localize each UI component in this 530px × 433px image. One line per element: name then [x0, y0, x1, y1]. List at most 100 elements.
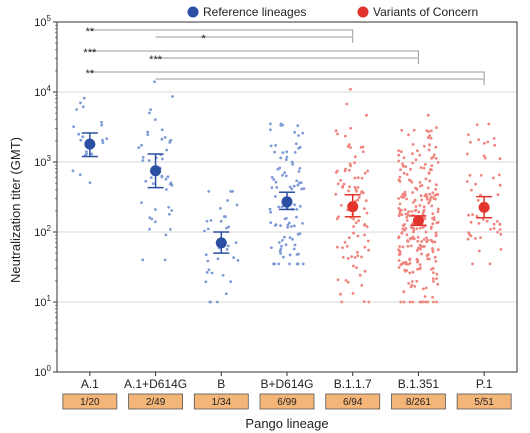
data-point	[425, 236, 428, 240]
data-point	[346, 257, 350, 260]
data-point	[365, 211, 369, 215]
data-point	[163, 258, 167, 262]
x-axis-label: Pango lineage	[245, 416, 328, 431]
data-point	[295, 179, 299, 183]
data-point	[431, 295, 434, 299]
data-point	[364, 199, 368, 203]
data-point	[485, 219, 489, 223]
data-point	[476, 198, 480, 202]
data-point	[497, 173, 501, 177]
data-point	[415, 279, 419, 283]
data-point	[359, 146, 363, 149]
data-point	[402, 300, 406, 304]
significance-bracket	[155, 36, 354, 43]
data-point	[430, 239, 433, 243]
significance-bracket	[89, 29, 354, 36]
data-point	[287, 221, 291, 225]
data-point	[336, 278, 340, 282]
data-point	[153, 80, 156, 84]
data-point	[360, 176, 364, 180]
data-point	[335, 217, 339, 221]
data-point	[431, 212, 435, 216]
data-point	[350, 255, 353, 258]
data-point	[269, 210, 272, 214]
data-point	[475, 214, 479, 218]
data-point	[487, 122, 491, 126]
data-point	[209, 219, 213, 222]
data-point	[363, 171, 367, 175]
data-point	[471, 262, 474, 266]
count-label: 8/261	[406, 397, 431, 408]
data-point	[346, 145, 350, 148]
data-point	[77, 132, 81, 136]
data-point	[409, 244, 413, 248]
data-point	[210, 271, 214, 275]
data-point	[430, 156, 433, 160]
data-point	[336, 182, 340, 186]
data-point	[160, 174, 164, 178]
data-point	[466, 237, 470, 241]
data-point	[426, 113, 430, 117]
data-point	[407, 282, 411, 285]
count-label: 1/20	[80, 397, 100, 408]
data-point	[334, 129, 338, 133]
data-point	[154, 208, 157, 211]
data-point	[406, 244, 410, 248]
data-point	[285, 150, 289, 154]
data-point	[344, 279, 348, 282]
data-point	[72, 125, 75, 129]
data-point	[285, 155, 289, 159]
data-point	[413, 198, 417, 202]
data-point	[349, 87, 352, 91]
data-point	[411, 300, 415, 304]
data-point	[482, 154, 486, 158]
data-point	[79, 101, 82, 105]
data-point	[424, 177, 428, 181]
data-point	[367, 300, 371, 304]
count-box	[259, 393, 315, 410]
data-point	[268, 207, 272, 211]
data-point	[149, 108, 153, 111]
data-point	[420, 240, 423, 243]
data-point	[405, 173, 409, 176]
data-point	[477, 138, 480, 142]
data-point	[467, 213, 470, 217]
data-point	[160, 128, 164, 132]
data-point	[421, 211, 425, 214]
data-point	[226, 199, 230, 202]
data-point	[411, 161, 414, 165]
data-point	[481, 217, 485, 221]
data-point	[362, 300, 366, 303]
data-point	[423, 163, 427, 166]
data-point	[297, 170, 301, 173]
data-point	[352, 217, 355, 221]
data-point	[435, 183, 438, 187]
data-point	[154, 220, 157, 224]
legend-marker-voc	[357, 6, 369, 18]
data-point	[288, 236, 292, 240]
data-point	[295, 262, 299, 266]
data-point	[275, 186, 279, 189]
data-point	[295, 208, 299, 211]
data-point	[420, 184, 424, 187]
data-point	[79, 138, 83, 142]
data-point	[418, 300, 422, 304]
data-point	[416, 235, 420, 239]
data-point	[141, 159, 145, 162]
data-point	[408, 258, 412, 262]
data-point	[209, 300, 212, 304]
data-point	[412, 128, 416, 132]
data-point	[361, 191, 365, 195]
data-point	[413, 209, 417, 213]
data-point	[434, 187, 438, 191]
data-point	[415, 187, 419, 191]
data-point	[363, 223, 367, 227]
data-point	[229, 190, 233, 193]
data-point	[420, 252, 423, 256]
data-point	[412, 237, 416, 241]
data-point	[402, 171, 406, 175]
data-point	[415, 257, 419, 261]
data-point	[477, 222, 481, 225]
data-point	[354, 221, 358, 225]
data-point	[433, 255, 437, 259]
